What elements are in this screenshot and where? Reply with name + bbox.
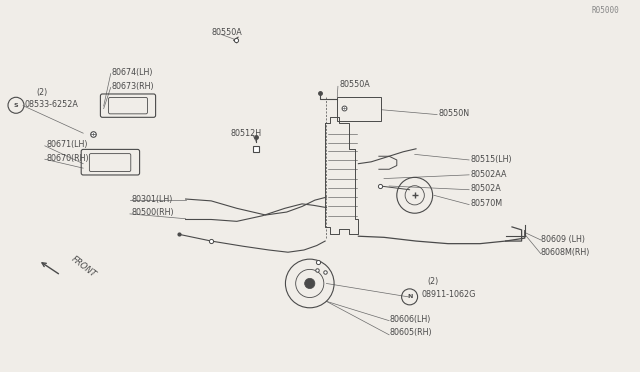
Text: R05000: R05000	[592, 6, 620, 15]
Text: (2): (2)	[36, 88, 48, 97]
Text: 80605(RH): 80605(RH)	[389, 328, 432, 337]
Text: 80674(LH): 80674(LH)	[112, 68, 154, 77]
Text: 80550A: 80550A	[211, 28, 242, 37]
Bar	[337, 97, 381, 121]
Text: 08533-6252A: 08533-6252A	[24, 100, 78, 109]
Text: (2): (2)	[427, 278, 438, 286]
Text: 80500(RH): 80500(RH)	[131, 208, 174, 217]
Text: 80670(RH): 80670(RH)	[46, 154, 89, 163]
Text: S: S	[13, 103, 19, 108]
Text: N: N	[407, 294, 412, 299]
Text: FRONT: FRONT	[69, 254, 97, 279]
Text: 08911-1062G: 08911-1062G	[421, 291, 476, 299]
Text: 80502A: 80502A	[470, 185, 501, 193]
Text: 80570M: 80570M	[470, 199, 502, 208]
Text: 80550A: 80550A	[339, 80, 370, 89]
Text: 80608M(RH): 80608M(RH)	[541, 248, 590, 257]
Text: 80550N: 80550N	[438, 109, 470, 118]
Text: 80512H: 80512H	[230, 129, 262, 138]
Text: 80671(LH): 80671(LH)	[46, 140, 88, 149]
Text: 80673(RH): 80673(RH)	[112, 82, 155, 91]
Circle shape	[305, 278, 315, 289]
Text: 80606(LH): 80606(LH)	[389, 315, 431, 324]
Text: 80502AA: 80502AA	[470, 170, 507, 179]
Text: 80609 (LH): 80609 (LH)	[541, 235, 585, 244]
Text: 80515(LH): 80515(LH)	[470, 155, 512, 164]
Text: 80301(LH): 80301(LH)	[131, 195, 173, 203]
